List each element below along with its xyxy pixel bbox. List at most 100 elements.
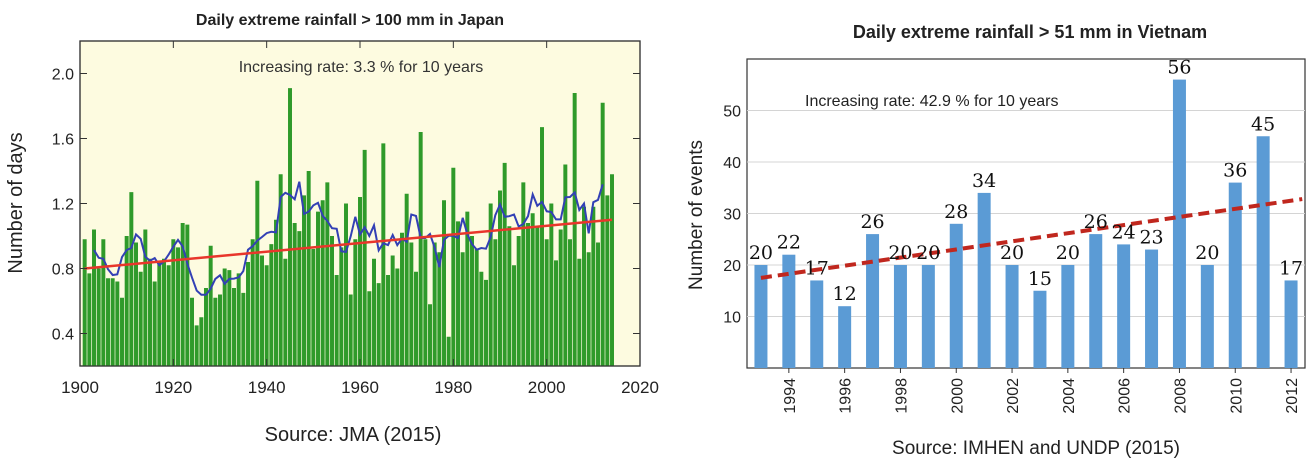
japan-bar <box>600 102 605 366</box>
vietnam-value-label: 34 <box>972 170 996 192</box>
japan-bar <box>288 88 292 367</box>
japan-bar <box>120 297 124 366</box>
japan-bar <box>605 195 610 367</box>
vietnam-value-label: 23 <box>1139 227 1163 249</box>
vietnam-x-tick-label: 2008 <box>1172 378 1189 414</box>
vietnam-bar <box>1005 265 1019 368</box>
japan-bar <box>498 190 502 366</box>
japan-bar <box>507 226 512 366</box>
japan-bar <box>278 174 283 366</box>
vietnam-value-label: 15 <box>1028 268 1052 290</box>
vietnam-bar <box>866 234 880 368</box>
japan-bar <box>488 203 493 366</box>
vietnam-bar <box>1061 265 1075 368</box>
japan-y-tick-label: 1.6 <box>52 132 74 149</box>
vietnam-trend-segment <box>760 197 1303 280</box>
vietnam-y-tick-label: 50 <box>723 104 741 121</box>
vietnam-value-label: 17 <box>805 257 829 279</box>
japan-bar <box>395 268 400 366</box>
vietnam-value-label: 20 <box>916 242 940 264</box>
vietnam-value-label: 26 <box>860 211 884 233</box>
japan-bar <box>152 281 157 366</box>
vietnam-y-tick-label: 10 <box>723 310 741 327</box>
vietnam-bar <box>1117 244 1131 368</box>
japan-bar <box>549 203 554 366</box>
vietnam-bar <box>977 192 991 368</box>
vietnam-bar <box>949 223 963 368</box>
japan-bar <box>306 171 311 366</box>
japan-bar <box>269 244 274 367</box>
vietnam-x-tick-label: 2000 <box>949 378 966 414</box>
japan-source-label: Source: JMA (2015) <box>265 424 442 446</box>
japan-chart: Daily extreme rainfall > 100 mm in Japan… <box>5 12 659 446</box>
japan-bar <box>199 317 204 366</box>
japan-bar <box>516 236 521 366</box>
vietnam-value-label: 26 <box>1084 211 1108 233</box>
japan-bar <box>148 258 152 366</box>
vietnam-trend-line <box>760 197 1303 280</box>
vietnam-bar <box>1200 265 1214 368</box>
vietnam-bar <box>1228 182 1242 368</box>
vietnam-value-label: 12 <box>833 283 857 305</box>
japan-bar <box>250 239 255 366</box>
japan-bar <box>512 265 516 366</box>
vietnam-value-label: 36 <box>1223 160 1247 182</box>
japan-bar <box>558 229 563 366</box>
japan-x-tick-label: 1900 <box>61 378 99 397</box>
japan-bar <box>302 195 306 367</box>
japan-bar <box>423 239 428 366</box>
vietnam-annotation: Increasing rate: 42.9 % for 10 years <box>805 93 1058 110</box>
japan-bar <box>325 182 330 366</box>
japan-bar <box>143 229 148 366</box>
vietnam-bar <box>1172 79 1186 368</box>
vietnam-y-tick-label: 40 <box>723 155 741 172</box>
japan-bar <box>344 203 348 366</box>
vietnam-chart: Daily extreme rainfall > 51 mm in Vietna… <box>686 22 1306 459</box>
vietnam-value-label: 20 <box>749 242 773 264</box>
japan-bar <box>381 143 386 366</box>
vietnam-value-label: 22 <box>777 232 801 254</box>
japan-bar <box>138 271 143 366</box>
japan-bar <box>208 245 213 366</box>
japan-bar <box>554 260 558 367</box>
vietnam-value-label: 20 <box>1195 242 1219 264</box>
japan-bar <box>176 247 180 367</box>
vietnam-x-tick-label: 1994 <box>782 378 799 414</box>
japan-bar <box>386 275 390 366</box>
japan-bar <box>465 211 470 367</box>
japan-bar <box>582 206 586 366</box>
vietnam-y-tick-label: 20 <box>723 258 741 275</box>
japan-bar <box>115 281 120 366</box>
vietnam-bar <box>838 306 852 368</box>
japan-x-tick-label: 1940 <box>248 378 286 397</box>
vietnam-bar <box>754 265 768 368</box>
japan-bar <box>372 258 376 366</box>
japan-x-axis: 1900 1920 1940 1960 1980 2000 2020 <box>61 41 659 397</box>
japan-bar <box>227 270 232 367</box>
japan-bar <box>535 226 540 366</box>
japan-bar <box>446 336 451 366</box>
japan-bar <box>390 255 395 366</box>
vietnam-bars <box>754 79 1298 368</box>
vietnam-value-label: 24 <box>1112 221 1136 243</box>
vietnam-bar <box>1145 249 1159 368</box>
japan-bar <box>362 149 367 367</box>
japan-trend-line <box>84 218 613 270</box>
vietnam-bar <box>893 265 907 368</box>
japan-bar <box>432 242 437 366</box>
japan-bar <box>442 200 446 366</box>
japan-bar <box>82 239 87 366</box>
japan-bar <box>320 200 325 366</box>
vietnam-value-label: 20 <box>888 242 912 264</box>
japan-bar <box>162 258 166 366</box>
japan-bar <box>358 197 362 366</box>
japan-bar <box>577 258 582 366</box>
japan-bar <box>470 236 474 366</box>
vietnam-bar <box>1284 280 1298 368</box>
vietnam-x-tick-label: 1998 <box>893 378 910 414</box>
vietnam-y-axis-title: Number of events <box>686 140 707 290</box>
japan-annotation: Increasing rate: 3.3 % for 10 years <box>239 59 484 76</box>
japan-bar <box>134 242 138 366</box>
japan-y-axis-title: Number of days <box>5 132 27 273</box>
japan-bar <box>157 262 162 366</box>
